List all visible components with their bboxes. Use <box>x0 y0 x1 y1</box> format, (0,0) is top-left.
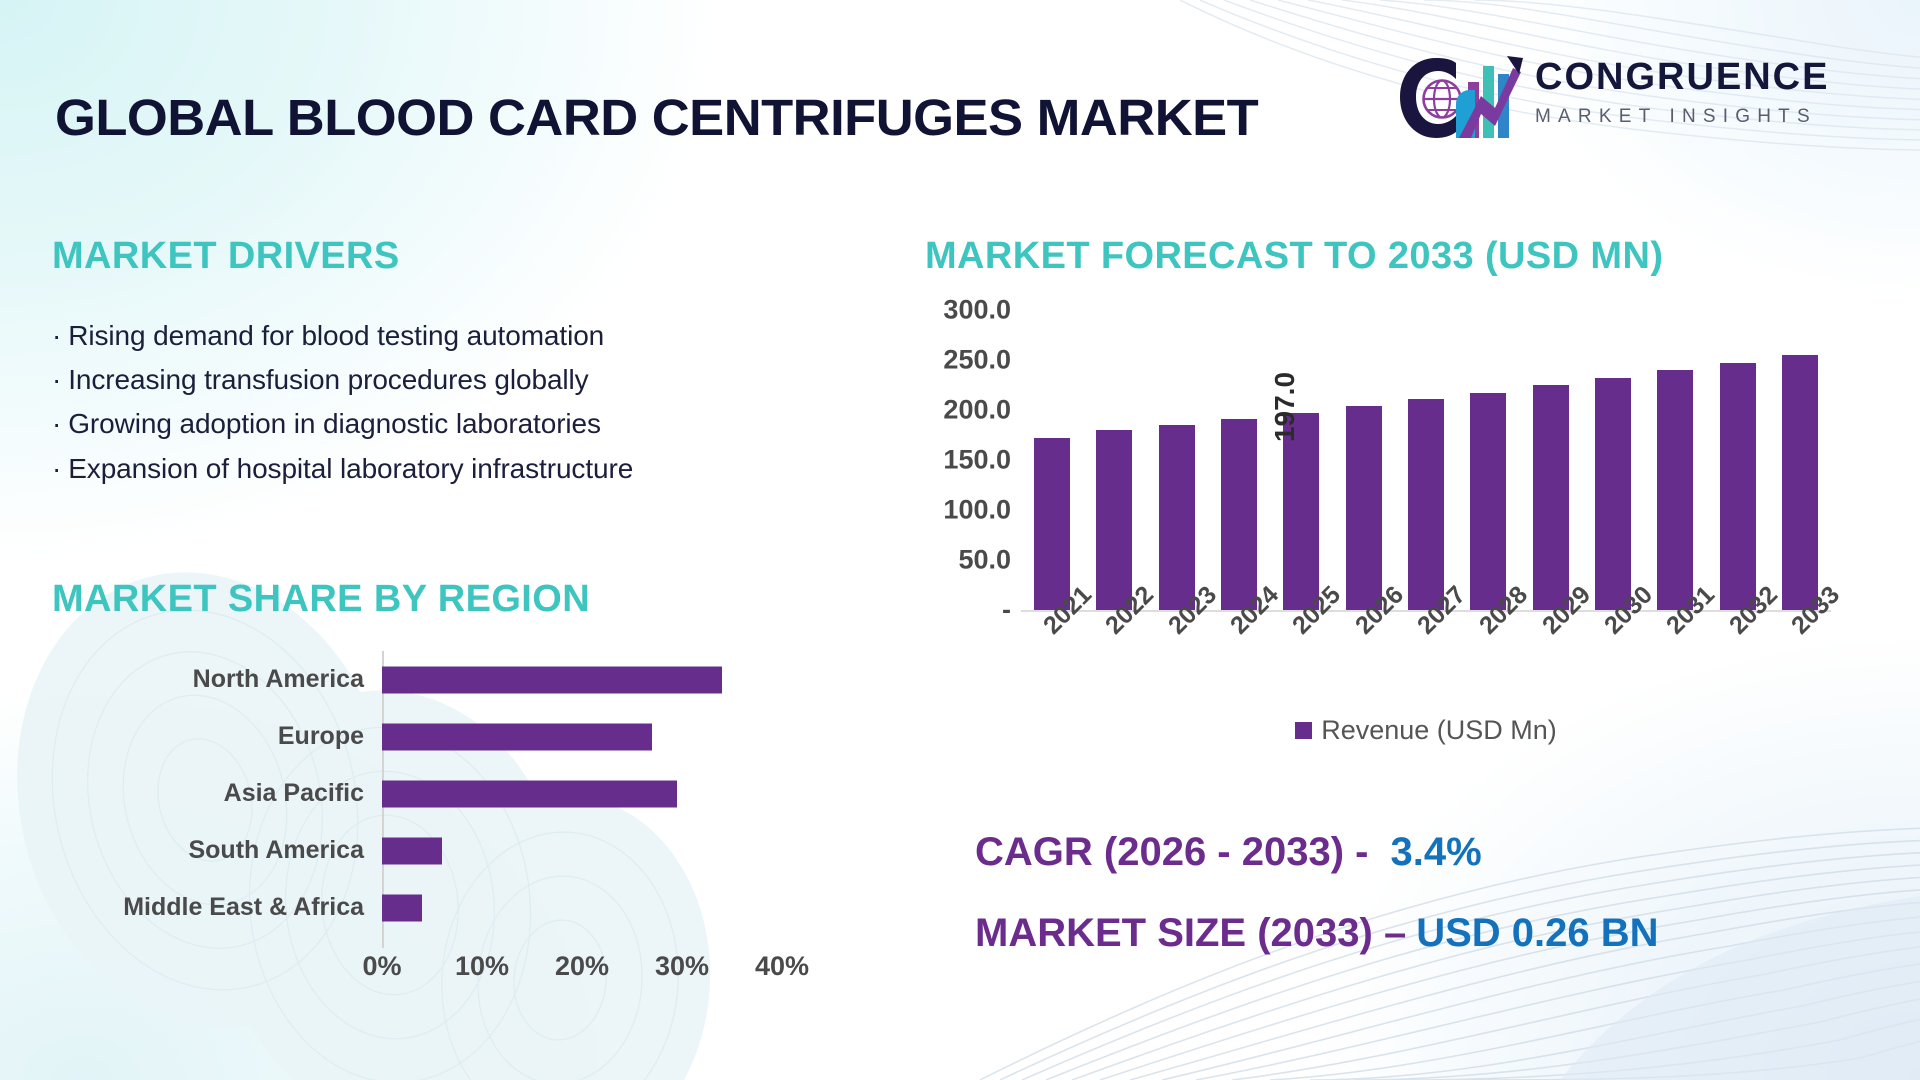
forecast-bar: 197.0 <box>1269 372 1320 610</box>
forecast-bar-value-label: 197.0 <box>1269 371 1301 443</box>
bullet-icon: · <box>52 452 62 484</box>
region-bar-label: Europe <box>277 722 364 750</box>
forecast-bar <box>1221 419 1258 610</box>
region-bar <box>382 837 442 864</box>
forecast-bar <box>1657 370 1694 610</box>
forecast-bar <box>1781 355 1818 610</box>
region-bar-track <box>382 879 812 936</box>
revenue-forecast-bar-chart: - 50.0 100.0 150.0 200.0 250.0 300.0 197.0 Rev… <box>925 295 1855 790</box>
region-bar-row: Asia Pacific <box>52 765 812 822</box>
region-bar-row: North America <box>52 651 812 708</box>
market-forecast-heading: MARKET FORECAST TO 2033 (USD MN) <box>925 235 1664 277</box>
region-bar-label: North America <box>192 665 364 693</box>
legend-label: Revenue (USD Mn) <box>1321 715 1557 745</box>
region-share-bar-chart: North America Europe Asia Pacific South Ame… <box>52 651 812 981</box>
region-chart-rows: North America Europe Asia Pacific South Ame… <box>52 651 812 936</box>
region-bar <box>382 780 677 807</box>
list-item-label: Expansion of hospital laboratory infrast… <box>68 452 634 484</box>
region-bar-label: Middle East & Africa <box>123 893 364 921</box>
forecast-chart-y-axis: - 50.0 100.0 150.0 200.0 250.0 300.0 <box>925 295 1011 625</box>
region-bar-row: Europe <box>52 708 812 765</box>
region-bar-track <box>382 822 812 879</box>
market-drivers-heading: MARKET DRIVERS <box>52 235 400 277</box>
logo-name: CONGRUENCE <box>1535 56 1830 98</box>
market-share-heading: MARKET SHARE BY REGION <box>52 578 591 620</box>
market-size-value: USD 0.26 BN <box>1416 911 1659 955</box>
page-title: GLOBAL BLOOD CARD CENTRIFUGES MARKET <box>55 89 1259 146</box>
forecast-bar <box>1096 430 1133 610</box>
forecast-bar <box>1345 406 1382 610</box>
logo-tagline: MARKET INSIGHTS <box>1535 106 1817 127</box>
forecast-axis-tick: - <box>1002 594 1011 625</box>
market-size-label: MARKET SIZE (2033) – <box>975 911 1407 955</box>
bullet-icon: · <box>52 408 62 440</box>
cm-globe-chart-logo-icon <box>1400 56 1523 138</box>
forecast-axis-tick: 50.0 <box>958 544 1011 575</box>
logo-text-block: CONGRUENCE MARKET INSIGHTS <box>1535 58 1829 126</box>
list-item: · Rising demand for blood testing automat… <box>52 314 633 358</box>
legend-swatch-icon <box>1295 722 1313 739</box>
forecast-bar <box>1408 399 1444 610</box>
cagr-label: CAGR (2026 - 2033) - <box>975 830 1369 874</box>
cagr-value: 3.4% <box>1390 830 1482 874</box>
forecast-bar <box>1470 393 1507 610</box>
list-item: · Expansion of hospital laboratory infras… <box>52 447 633 491</box>
list-item: · Growing adoption in diagnostic laborato… <box>52 402 633 446</box>
market-drivers-section: MARKET DRIVERS · Rising demand for blood … <box>52 235 633 491</box>
region-bar <box>382 894 422 921</box>
bullet-icon: · <box>52 320 62 351</box>
region-bar-label: Asia Pacific <box>223 779 364 807</box>
key-stats-section: CAGR (2026 - 2033) - 3.4% MARKET SIZE (20… <box>975 830 1659 956</box>
market-size-stat-row: MARKET SIZE (2033) – USD 0.26 BN <box>975 911 1659 956</box>
forecast-chart-legend: Revenue (USD Mn) <box>1021 715 1831 746</box>
region-bar-row: Middle East & Africa <box>52 879 812 936</box>
forecast-bar <box>1034 438 1071 610</box>
region-bar <box>382 723 652 750</box>
forecast-chart-plot-area: 197.0 <box>1021 310 1831 610</box>
region-bar-track <box>382 708 812 765</box>
list-item-label: Increasing transfusion procedures global… <box>68 364 589 396</box>
market-drivers-list: · Rising demand for blood testing automat… <box>52 314 633 491</box>
region-bar-track <box>382 651 812 708</box>
list-item: · Increasing transfusion procedures globa… <box>52 358 633 402</box>
region-bar-track <box>382 765 812 822</box>
forecast-bar <box>1532 385 1569 610</box>
region-axis-tick: 10% <box>454 951 510 981</box>
forecast-axis-tick: 100.0 <box>943 494 1011 525</box>
region-bar-label: South America <box>188 836 364 864</box>
forecast-axis-tick: 250.0 <box>943 344 1011 375</box>
forecast-chart-baseline <box>1021 610 1831 612</box>
region-chart-x-axis: 0% 10% 20% 30% 40% <box>362 951 809 991</box>
forecast-bar <box>1158 425 1195 610</box>
forecast-axis-tick: 200.0 <box>943 394 1011 425</box>
region-bar <box>382 666 722 693</box>
list-item-label: Rising demand for blood testing automati… <box>68 320 605 351</box>
bullet-icon: · <box>52 364 62 396</box>
forecast-bar <box>1594 378 1631 610</box>
region-axis-tick: 0% <box>362 951 402 981</box>
region-axis-tick: 40% <box>754 951 810 981</box>
forecast-bar <box>1719 363 1756 610</box>
region-axis-tick: 20% <box>554 951 610 981</box>
brand-logo: CONGRUENCE MARKET INSIGHTS <box>1395 48 1875 148</box>
list-item-label: Growing adoption in diagnostic laborator… <box>68 408 601 440</box>
forecast-axis-tick: 300.0 <box>943 294 1011 325</box>
market-forecast-section: MARKET FORECAST TO 2033 (USD MN) - 50.0 10… <box>925 235 1855 790</box>
forecast-axis-tick: 150.0 <box>943 444 1011 475</box>
region-bar-row: South America <box>52 822 812 879</box>
header: GLOBAL BLOOD CARD CENTRIFUGES MARKET CON… <box>0 0 1920 190</box>
cagr-stat-row: CAGR (2026 - 2033) - 3.4% <box>975 830 1659 875</box>
market-share-by-region-section: MARKET SHARE BY REGION North America Euro… <box>52 578 812 981</box>
region-axis-tick: 30% <box>654 951 710 981</box>
